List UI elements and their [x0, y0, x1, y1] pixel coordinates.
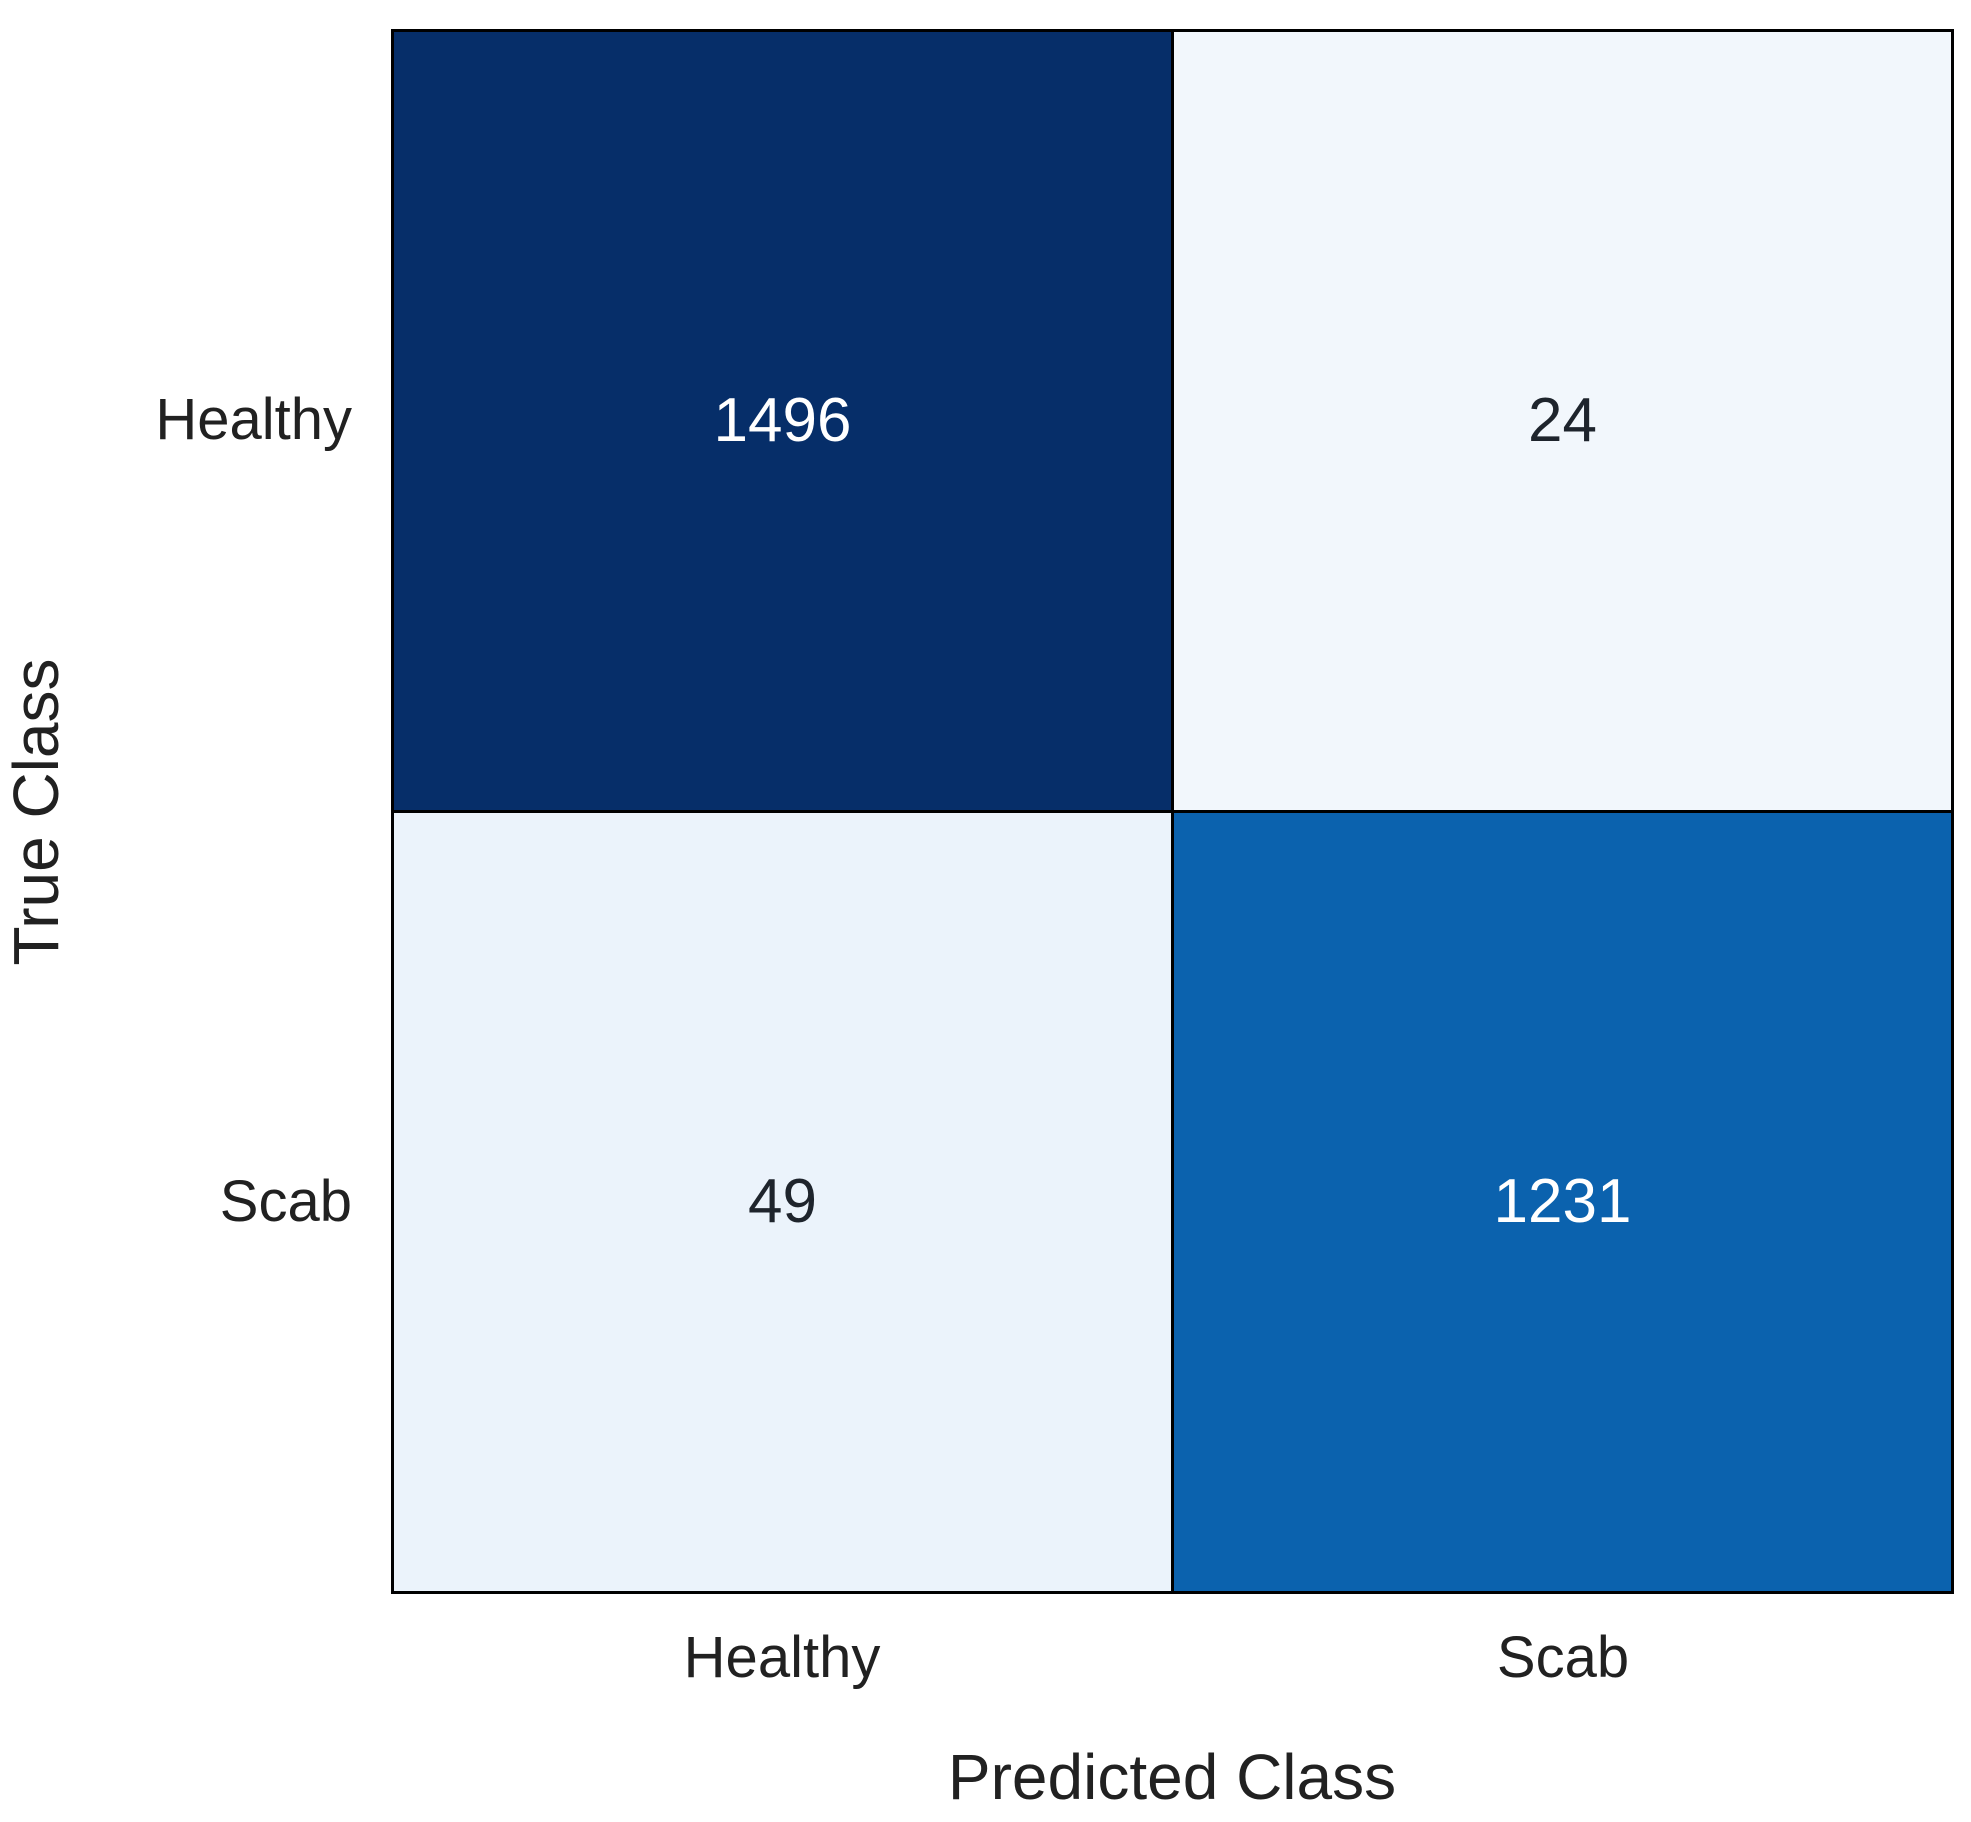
matrix-cell-true-healthy-pred-healthy: 1496 [394, 32, 1171, 810]
cell-value: 1231 [1493, 1167, 1632, 1236]
matrix-cell-true-scab-pred-scab: 1231 [1174, 813, 1951, 1591]
matrix-cell-true-healthy-pred-scab: 24 [1174, 32, 1951, 810]
cell-value: 24 [1528, 386, 1597, 455]
x-tick-healthy: Healthy [683, 1625, 881, 1690]
cell-value: 49 [748, 1167, 817, 1236]
y-axis-title: True Class [0, 658, 72, 966]
cell-value: 1496 [713, 386, 852, 455]
y-tick-scab: Scab [219, 1169, 352, 1234]
matrix-cell-true-scab-pred-healthy: 49 [394, 813, 1171, 1591]
confusion-matrix-grid: 1496 24 49 1231 [391, 29, 1954, 1594]
x-tick-scab: Scab [1496, 1625, 1630, 1690]
x-axis-title: Predicted Class [947, 1741, 1397, 1813]
y-tick-healthy: Healthy [155, 387, 352, 452]
